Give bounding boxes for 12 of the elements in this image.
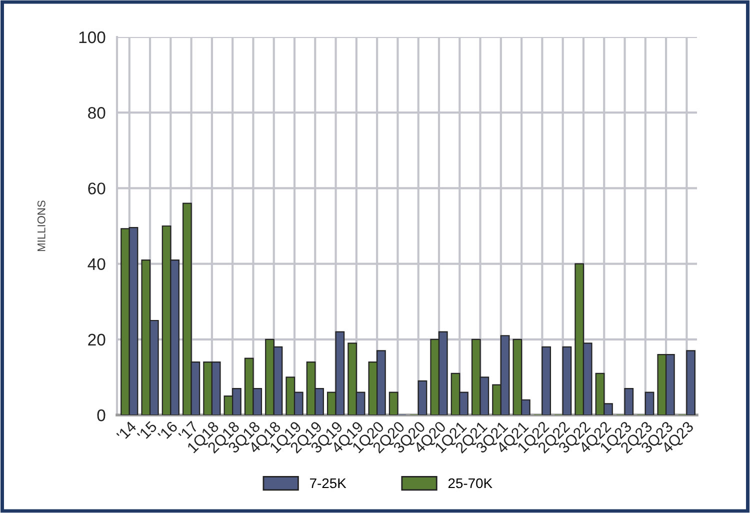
y-tick-label: 0	[97, 409, 106, 422]
y-tick-label: 40	[88, 258, 106, 270]
y-tick-label: 100	[79, 31, 106, 44]
x-tick-label: '14	[116, 420, 137, 442]
x-tick-label: '15	[136, 420, 158, 442]
y-tick-label: 60	[88, 182, 106, 194]
legend-label: 7-25K	[310, 478, 346, 488]
y-tick-label: 20	[88, 334, 106, 346]
y-tick-label: 80	[88, 107, 106, 119]
y-axis-title: MILLIONS	[37, 200, 46, 252]
x-tick-label: '16	[157, 420, 178, 442]
legend-label: 25-70K	[448, 478, 492, 488]
